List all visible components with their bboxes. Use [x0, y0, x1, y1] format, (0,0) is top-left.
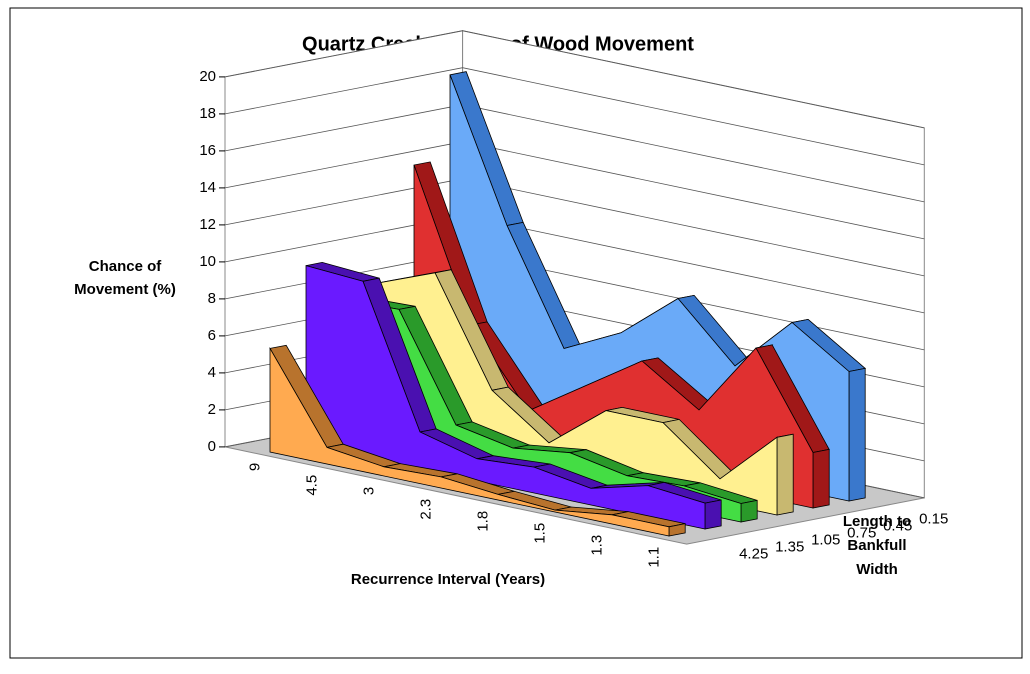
y-tick-label: 18 [199, 105, 216, 122]
legend-label: 1.35 [775, 539, 804, 556]
grid-line [224, 67, 925, 166]
x-tick-label: 1.5 [532, 523, 549, 544]
y-axis-label: Movement (%) [74, 281, 176, 298]
chart-frame [9, 7, 1023, 659]
y-tick-label: 10 [199, 253, 216, 270]
legend-label: 0.75 [847, 525, 876, 542]
x-tick-label: 2.3 [418, 499, 435, 520]
y-tick-label: 4 [208, 364, 216, 381]
x-tick-label: 4.5 [304, 475, 321, 496]
y-tick-label: 8 [208, 290, 216, 307]
ribbon-end [812, 448, 830, 509]
ribbon-end [776, 433, 794, 516]
x-tick-label: 1.1 [646, 547, 663, 568]
y-tick-label: 6 [208, 327, 216, 344]
ribbon-end [704, 499, 722, 530]
z-axis-label: Bankfull [847, 537, 906, 554]
ribbon-face [305, 265, 706, 530]
legend-label: 1.05 [811, 532, 840, 549]
legend-label: 4.25 [739, 546, 768, 563]
legend-label: 0.45 [883, 518, 912, 535]
y-axis-label: Chance of [89, 258, 163, 275]
ribbon-face [269, 346, 670, 537]
y-tick-label: 0 [208, 438, 216, 455]
x-tick-label: 1.3 [589, 535, 606, 556]
y-tick-label: 2 [208, 401, 216, 418]
z-axis-label: Length to [843, 513, 911, 530]
x-tick-label: 3 [361, 487, 378, 495]
ribbon-end [740, 499, 758, 523]
z-axis-label: Width [856, 561, 898, 578]
x-axis-label: Recurrence Interval (Years) [351, 571, 545, 588]
x-tick-label: 9 [247, 463, 264, 471]
legend-label: 0.15 [919, 511, 948, 528]
grid-line [224, 30, 925, 129]
y-tick-label: 16 [199, 142, 216, 159]
y-tick-label: 12 [199, 216, 216, 233]
x-tick-label: 1.8 [475, 511, 492, 532]
ribbon-end [848, 367, 866, 502]
y-tick-label: 14 [199, 179, 216, 196]
y-tick-label: 20 [199, 68, 216, 85]
